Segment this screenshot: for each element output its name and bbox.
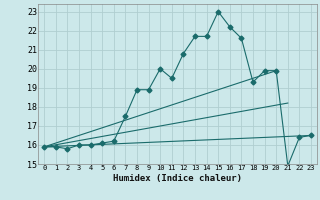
X-axis label: Humidex (Indice chaleur): Humidex (Indice chaleur) bbox=[113, 174, 242, 183]
